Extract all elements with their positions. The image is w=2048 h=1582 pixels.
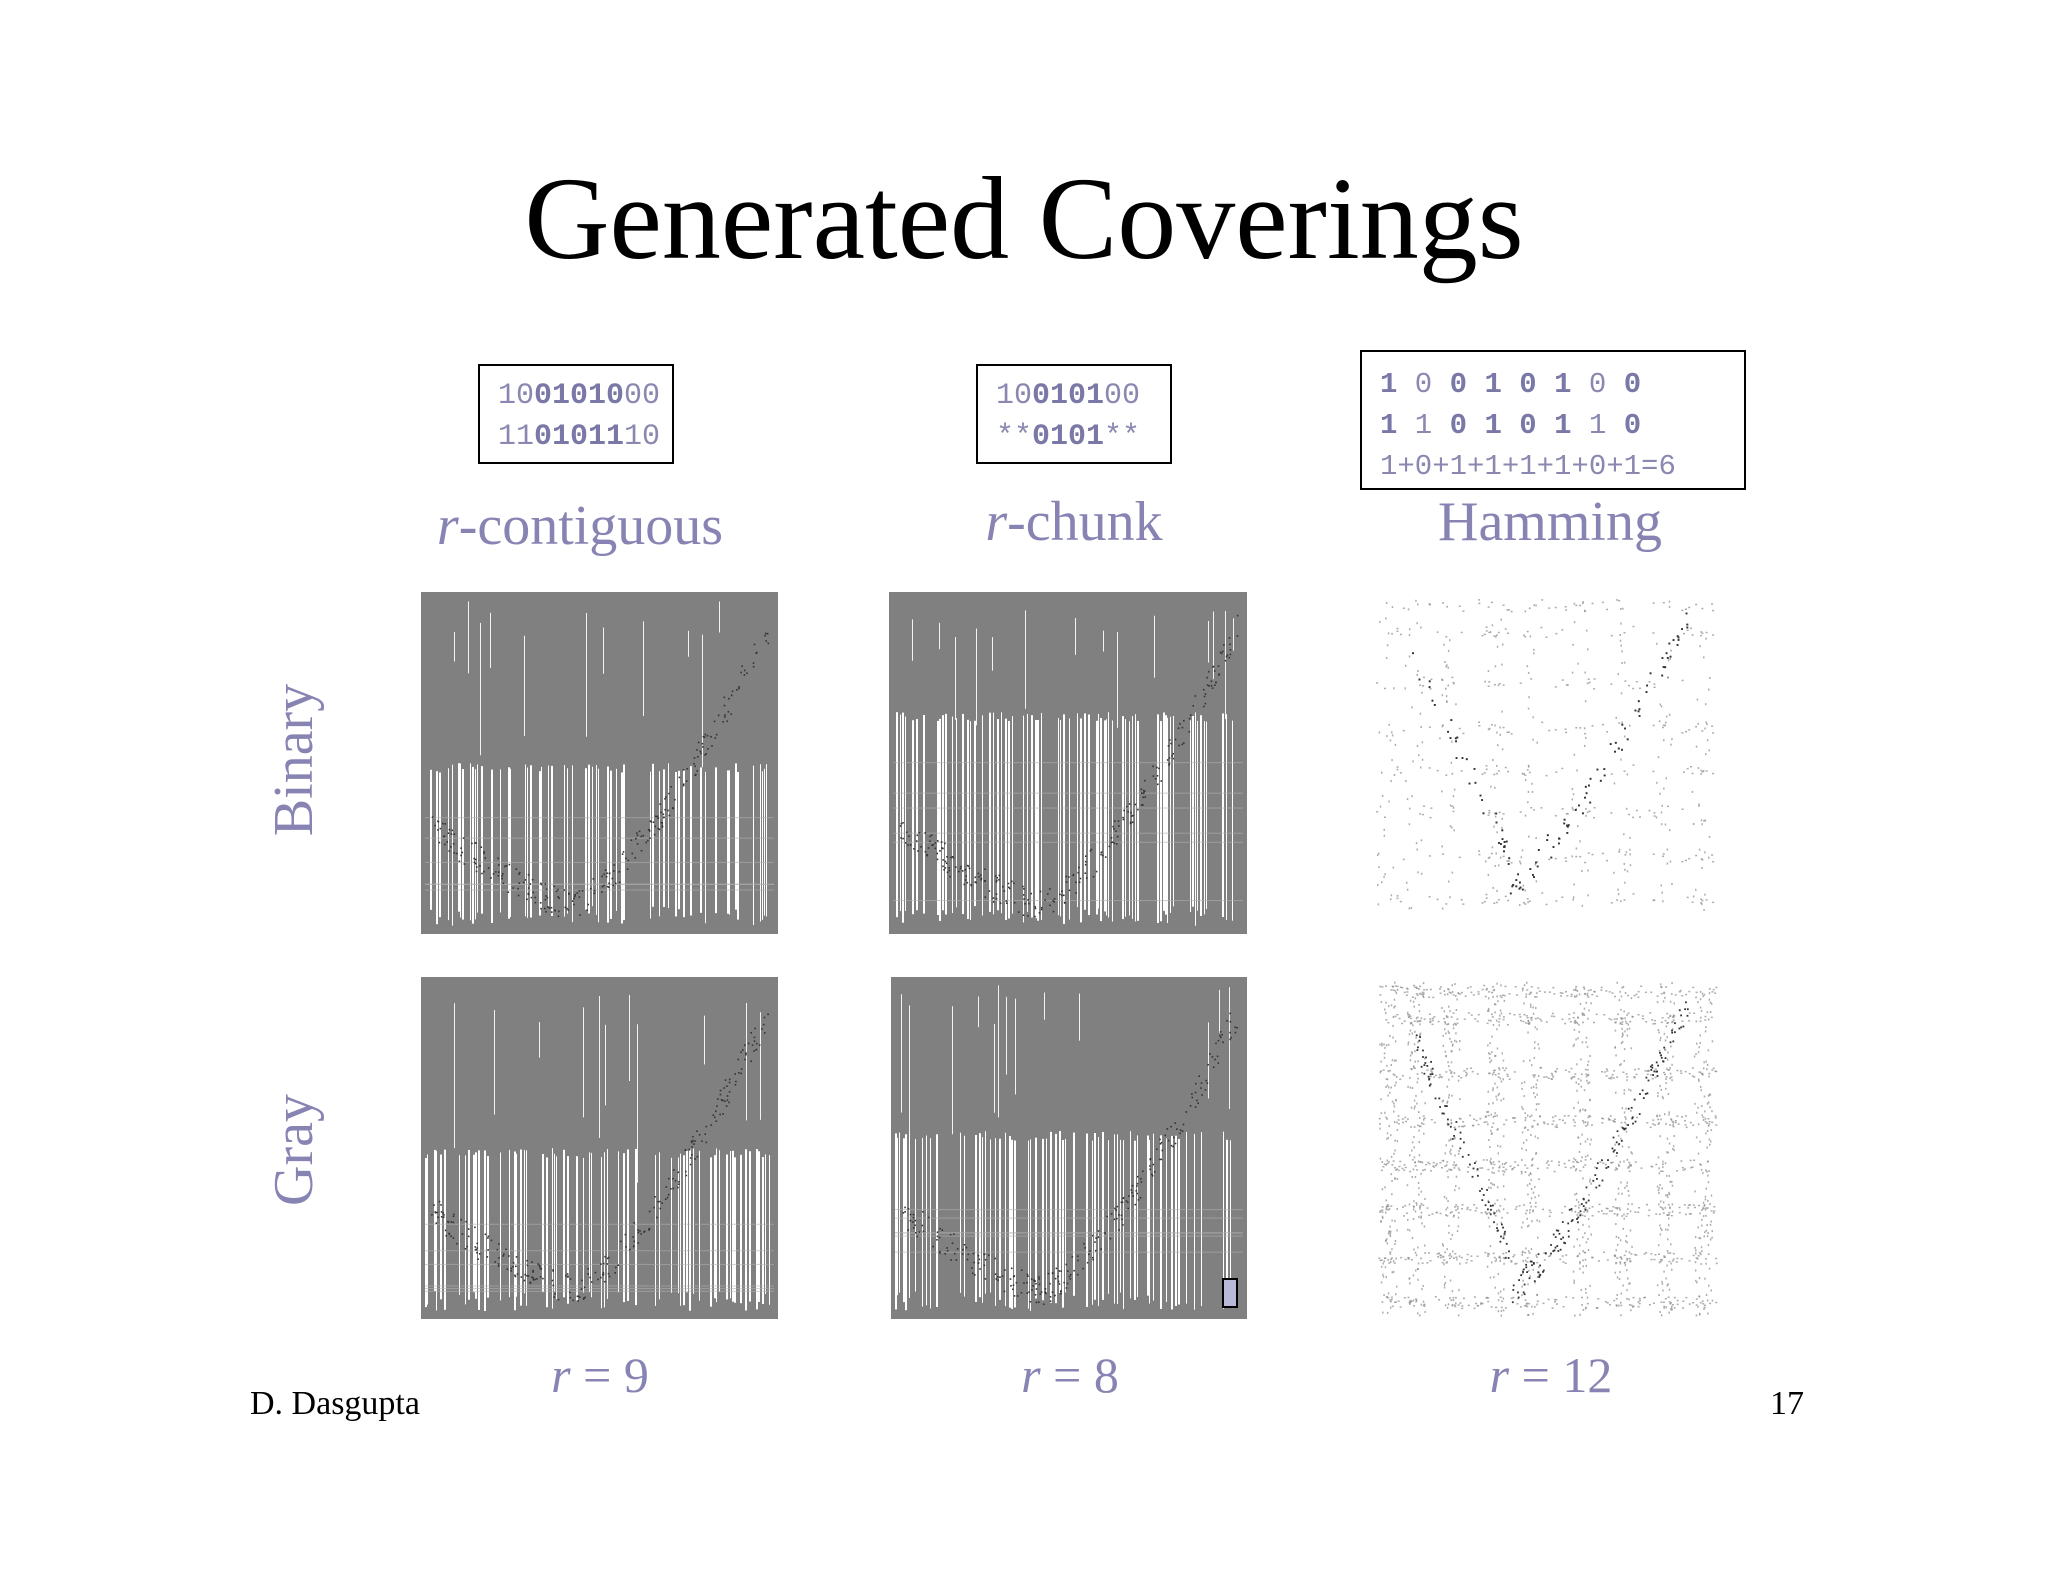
code-segment: 1	[1484, 368, 1502, 401]
panel-background	[421, 592, 778, 934]
code-segment: 0	[1449, 409, 1468, 442]
panel-gray-r-contiguous	[421, 977, 778, 1319]
code-segment: 0101	[1032, 379, 1105, 413]
code-segment: 0	[1623, 368, 1642, 401]
code-segment: 0	[1397, 368, 1450, 401]
code-segment: 1	[624, 420, 643, 454]
code-segment: 0	[1519, 368, 1537, 401]
code-segment: **	[996, 420, 1033, 454]
code-segment: 1	[1554, 409, 1572, 442]
code-segment	[1537, 409, 1554, 442]
code-segment: 0	[1519, 409, 1537, 442]
code-segment: 0	[1571, 368, 1624, 401]
small-marker	[1222, 1278, 1238, 1308]
code-segment: 0	[1449, 368, 1468, 401]
code-segment: 1	[1397, 409, 1450, 442]
r-value-contiguous: r = 9	[551, 1347, 649, 1403]
panel-texture	[1376, 598, 1715, 911]
code-segment: 01011	[534, 420, 625, 454]
row-label-binary: Binary	[263, 683, 325, 837]
code-line: 10010100	[996, 376, 1170, 417]
panel-dots	[431, 632, 770, 918]
panel-dots	[1415, 1001, 1689, 1304]
panel-dots	[899, 614, 1239, 918]
page-number: 17	[1770, 1385, 1804, 1422]
code-segment: 1	[1554, 368, 1572, 401]
panel-texture	[1378, 981, 1718, 1317]
panel-dots	[1412, 612, 1689, 895]
panel-dots	[902, 1012, 1238, 1306]
panel-dots	[431, 1013, 769, 1302]
panel-texture	[425, 994, 774, 1311]
panel-gray-hamming	[1378, 981, 1718, 1317]
author: D. Dasgupta	[250, 1385, 420, 1422]
slide-title: Generated Coverings	[524, 153, 1524, 284]
code-segment: 0	[642, 379, 661, 413]
code-segment: 0	[624, 379, 643, 413]
r-contiguous-code-box: 100101000 110101110	[478, 364, 674, 464]
code-segment: 1+0+1+1+1+1+0+1=6	[1380, 450, 1676, 483]
panel-binary-hamming	[1376, 598, 1715, 911]
code-line: 110101110	[498, 417, 672, 458]
panel-texture	[893, 610, 1243, 926]
r-chunk-code-box: 10010100 **0101**	[976, 364, 1172, 464]
code-segment	[1537, 368, 1554, 401]
panel-texture	[425, 601, 774, 926]
code-line: 1 1 0 1 0 1 1 0	[1380, 405, 1744, 446]
code-segment: 1	[1484, 409, 1502, 442]
code-line: **0101**	[996, 417, 1170, 458]
panel-binary-r-contiguous	[421, 592, 778, 934]
panel-texture	[895, 985, 1243, 1311]
code-segment	[1467, 368, 1484, 401]
code-segment	[1502, 409, 1519, 442]
code-line: 100101000	[498, 376, 672, 417]
column-label-r-chunk: r-chunk	[985, 491, 1163, 553]
code-segment: 11	[498, 420, 535, 454]
code-segment: 0	[642, 420, 661, 454]
code-segment: 10	[498, 379, 535, 413]
panel-background	[891, 977, 1247, 1319]
panel-gray-r-chunk	[891, 977, 1247, 1319]
code-segment: 1	[1380, 409, 1398, 442]
column-label-r-contiguous: r-contiguous	[436, 495, 724, 557]
code-line: 1+0+1+1+1+1+0+1=6	[1380, 446, 1744, 487]
code-segment: 01010	[534, 379, 625, 413]
row-label-gray: Gray	[263, 1094, 325, 1206]
code-segment	[1467, 409, 1484, 442]
r-value-hamming: r = 12	[1489, 1347, 1613, 1403]
code-segment	[1502, 368, 1519, 401]
column-label-hamming: Hamming	[1438, 491, 1662, 553]
panel-binary-r-chunk	[889, 592, 1247, 934]
code-segment: 1	[1571, 409, 1624, 442]
code-segment: 10	[996, 379, 1033, 413]
r-value-chunk: r = 8	[1021, 1347, 1119, 1403]
code-segment: 0	[1623, 409, 1642, 442]
code-segment: 00	[1104, 379, 1141, 413]
code-segment: **	[1104, 420, 1141, 454]
code-segment: 1	[1380, 368, 1398, 401]
code-segment: 0101	[1032, 420, 1105, 454]
code-line: 1 0 0 1 0 1 0 0	[1380, 364, 1744, 405]
